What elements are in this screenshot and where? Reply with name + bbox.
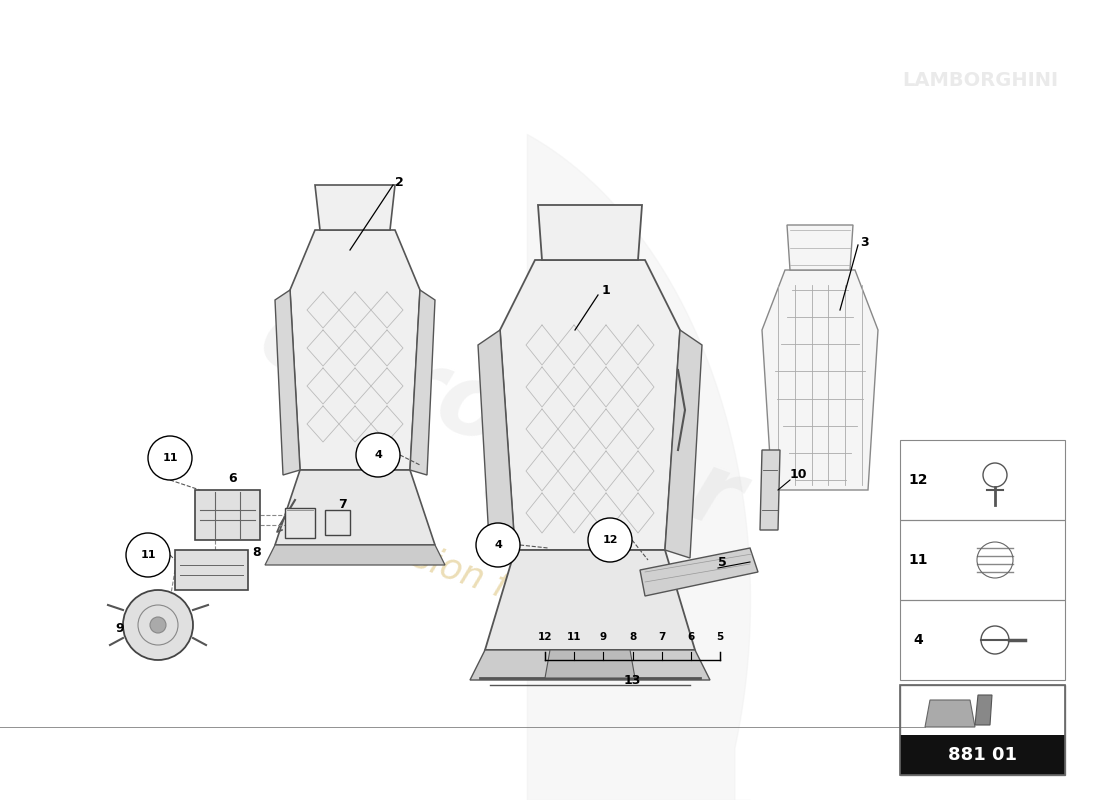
Bar xyxy=(900,440,1065,520)
Bar xyxy=(900,600,1065,680)
Text: 4: 4 xyxy=(494,540,502,550)
Polygon shape xyxy=(265,545,446,565)
Polygon shape xyxy=(315,185,395,230)
Polygon shape xyxy=(275,470,434,545)
Text: 881 01: 881 01 xyxy=(948,746,1018,764)
Bar xyxy=(900,685,1065,775)
Polygon shape xyxy=(975,695,992,725)
Text: 11: 11 xyxy=(566,632,582,642)
Bar xyxy=(900,685,1065,775)
Text: 6: 6 xyxy=(688,632,694,642)
Bar xyxy=(900,734,1065,775)
Bar xyxy=(900,520,1065,600)
Text: 3: 3 xyxy=(860,235,869,249)
Polygon shape xyxy=(640,548,758,596)
Text: 4: 4 xyxy=(374,450,382,460)
Polygon shape xyxy=(544,650,635,678)
Polygon shape xyxy=(478,330,515,558)
Text: 85: 85 xyxy=(472,442,608,558)
Text: 11: 11 xyxy=(141,550,156,560)
Polygon shape xyxy=(324,510,350,535)
Polygon shape xyxy=(195,490,260,540)
Polygon shape xyxy=(290,230,420,470)
Polygon shape xyxy=(786,225,852,270)
Circle shape xyxy=(150,617,166,633)
Polygon shape xyxy=(285,508,315,538)
Text: 2: 2 xyxy=(395,175,404,189)
Text: 6: 6 xyxy=(228,471,236,485)
Polygon shape xyxy=(275,290,300,475)
Text: 12: 12 xyxy=(603,535,618,545)
Polygon shape xyxy=(500,260,680,550)
Text: 1: 1 xyxy=(602,283,610,297)
Polygon shape xyxy=(760,450,780,530)
Text: 4: 4 xyxy=(913,633,923,647)
Text: 8: 8 xyxy=(252,546,261,558)
Polygon shape xyxy=(538,205,642,260)
Text: eurospar: eurospar xyxy=(246,288,754,552)
Text: 10: 10 xyxy=(790,469,807,482)
Text: 5: 5 xyxy=(716,632,724,642)
Circle shape xyxy=(356,433,400,477)
Polygon shape xyxy=(666,330,702,558)
Text: 11: 11 xyxy=(909,553,927,567)
Text: 7: 7 xyxy=(338,498,346,510)
Polygon shape xyxy=(410,290,435,475)
Text: 9: 9 xyxy=(116,622,123,634)
Circle shape xyxy=(476,523,520,567)
Text: 9: 9 xyxy=(600,632,607,642)
Text: 12: 12 xyxy=(909,473,927,487)
Polygon shape xyxy=(925,700,975,727)
Polygon shape xyxy=(762,270,878,490)
Text: 11: 11 xyxy=(163,453,178,463)
Polygon shape xyxy=(175,550,248,590)
Polygon shape xyxy=(470,650,710,680)
Text: LAMBORGHINI: LAMBORGHINI xyxy=(902,70,1058,90)
Text: 5: 5 xyxy=(718,555,727,569)
Text: 8: 8 xyxy=(629,632,636,642)
Text: a passion for parts: a passion for parts xyxy=(316,506,645,654)
Text: 13: 13 xyxy=(624,674,641,686)
Circle shape xyxy=(123,590,192,660)
Text: 7: 7 xyxy=(658,632,666,642)
Polygon shape xyxy=(485,550,695,650)
Circle shape xyxy=(126,533,170,577)
Circle shape xyxy=(148,436,192,480)
Text: 12: 12 xyxy=(538,632,552,642)
Circle shape xyxy=(588,518,632,562)
